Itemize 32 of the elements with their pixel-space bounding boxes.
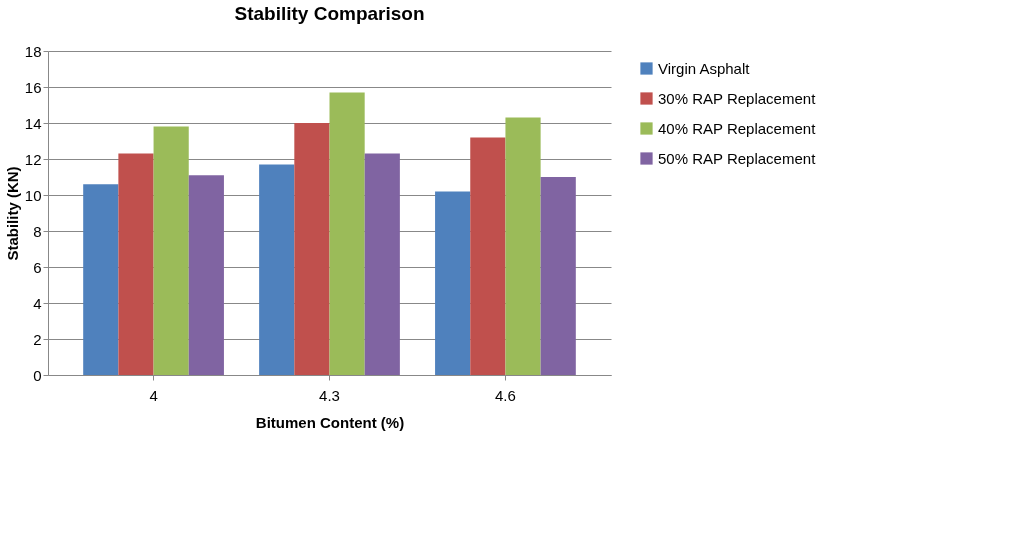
bar xyxy=(153,126,189,375)
bar xyxy=(259,164,295,375)
y-axis-title: Stability (KN) xyxy=(3,166,21,261)
y-tick-label: 16 xyxy=(24,78,42,96)
legend-label: 50% RAP Replacement xyxy=(658,149,817,167)
bar xyxy=(83,184,119,375)
y-tick-label: 4 xyxy=(33,294,42,312)
bar xyxy=(505,117,541,375)
x-axis-title: Bitumen Content (%) xyxy=(255,413,405,431)
y-tick-label: 18 xyxy=(24,42,42,60)
y-tick-label: 8 xyxy=(33,222,42,240)
x-tick-label: 4.6 xyxy=(495,386,516,404)
bar xyxy=(435,191,471,375)
bar xyxy=(540,177,576,375)
bar xyxy=(188,175,224,375)
x-tick-label: 4 xyxy=(149,386,158,404)
legend-label: 40% RAP Replacement xyxy=(658,119,817,137)
legend-label: 30% RAP Replacement xyxy=(658,89,817,107)
bar xyxy=(364,153,400,375)
bar xyxy=(329,92,365,375)
legend-label: Virgin Asphalt xyxy=(658,59,751,77)
bar xyxy=(118,153,154,375)
bar xyxy=(294,123,330,375)
y-tick-label: 10 xyxy=(24,186,42,204)
bar xyxy=(470,137,506,375)
y-tick-label: 2 xyxy=(33,330,42,348)
y-tick-label: 14 xyxy=(24,114,42,132)
y-tick-label: 6 xyxy=(33,258,42,276)
chart-title: Stability Comparison xyxy=(234,3,425,24)
y-tick-label: 0 xyxy=(33,366,42,384)
x-tick-label: 4.3 xyxy=(319,386,340,404)
y-tick-label: 12 xyxy=(24,150,42,168)
